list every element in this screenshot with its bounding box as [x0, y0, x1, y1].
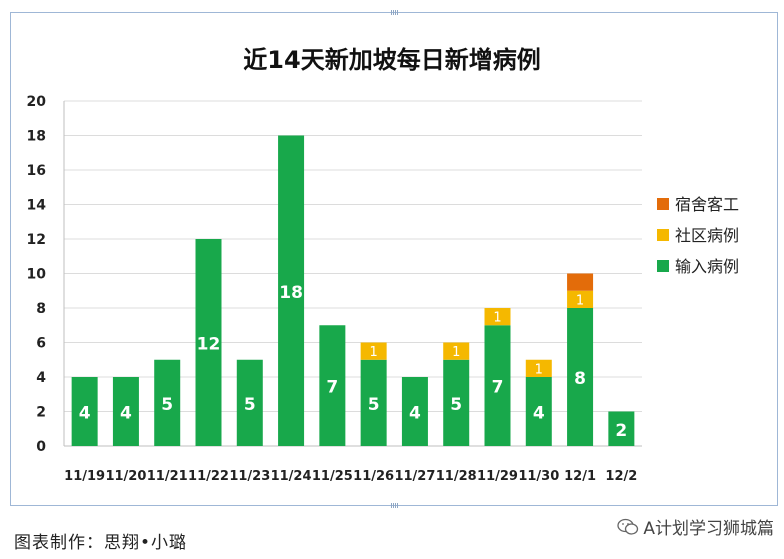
- chart-title: 近14天新加坡每日新增病例: [243, 46, 540, 74]
- x-tick-label: 11/22: [188, 469, 229, 484]
- x-tick-label: 11/24: [271, 469, 312, 484]
- data-label: 5: [368, 395, 380, 415]
- data-label: 2: [615, 421, 627, 441]
- bar-community: [360, 342, 387, 360]
- bar-imported: [236, 359, 263, 446]
- data-label: 8: [574, 369, 586, 389]
- watermark: A计划学习狮城篇: [617, 514, 774, 539]
- wechat-icon: [617, 518, 639, 535]
- bar-imported: [484, 325, 511, 446]
- y-tick-label: 8: [36, 301, 46, 317]
- bar-imported: [112, 377, 139, 446]
- legend-entry: 宿舍客工: [675, 195, 739, 214]
- data-label: 5: [450, 395, 462, 415]
- bar-community: [443, 342, 470, 360]
- resize-handle-top[interactable]: [391, 10, 399, 15]
- bar-imported: [154, 359, 181, 446]
- data-label: 4: [409, 404, 421, 424]
- legend-swatch: [657, 260, 669, 272]
- x-tick-label: 11/30: [518, 469, 559, 484]
- x-tick-label: 11/20: [105, 469, 146, 484]
- data-label: 5: [244, 395, 256, 415]
- y-tick-label: 12: [27, 232, 46, 248]
- bar-imported: [278, 135, 305, 446]
- bar-imported: [360, 359, 387, 446]
- data-label: 12: [197, 335, 221, 355]
- resize-handle-bottom[interactable]: [391, 503, 399, 508]
- chart-credit: 图表制作：思翔•小璐: [14, 533, 188, 553]
- data-label: 1: [535, 362, 543, 377]
- x-tick-label: 11/28: [436, 469, 477, 484]
- y-tick-label: 16: [27, 163, 46, 179]
- bar-imported: [608, 411, 635, 446]
- bar-community: [525, 359, 552, 377]
- y-tick-label: 2: [36, 405, 46, 421]
- x-tick-label: 12/2: [605, 469, 637, 484]
- legend-entry: 输入病例: [675, 257, 739, 276]
- data-label: 7: [326, 378, 338, 398]
- data-label: 7: [492, 378, 504, 398]
- data-label: 5: [161, 395, 173, 415]
- y-tick-label: 4: [36, 370, 46, 386]
- bar-imported: [443, 359, 470, 446]
- x-tick-label: 11/21: [147, 469, 188, 484]
- bar-imported: [319, 325, 346, 446]
- bar-imported: [71, 377, 98, 446]
- x-tick-label: 11/25: [312, 469, 353, 484]
- bar-imported: [401, 377, 428, 446]
- bar-community: [567, 290, 594, 308]
- data-label: 4: [120, 404, 132, 424]
- data-label: 18: [279, 283, 303, 303]
- y-tick-label: 14: [27, 198, 47, 214]
- chart: 近14天新加坡每日新增病例02468101214161820411/19411/…: [27, 46, 740, 484]
- x-tick-label: 11/23: [229, 469, 270, 484]
- data-label: 1: [370, 345, 378, 360]
- x-tick-label: 12/1: [564, 469, 596, 484]
- bar-imported: [567, 308, 594, 446]
- data-label: 1: [493, 311, 501, 326]
- x-tick-label: 11/27: [394, 469, 435, 484]
- y-tick-label: 18: [27, 129, 46, 145]
- bar-imported: [195, 239, 222, 446]
- x-tick-label: 11/19: [64, 469, 105, 484]
- y-tick-label: 0: [36, 439, 46, 455]
- x-tick-label: 11/26: [353, 469, 394, 484]
- data-label: 1: [576, 293, 584, 308]
- y-tick-label: 20: [27, 94, 47, 110]
- x-tick-label: 11/29: [477, 469, 518, 484]
- legend-swatch: [657, 198, 669, 210]
- y-tick-label: 6: [36, 336, 46, 352]
- y-tick-label: 10: [27, 267, 47, 283]
- bar-imported: [525, 377, 552, 446]
- data-label: 4: [533, 404, 545, 424]
- data-label: 4: [79, 404, 91, 424]
- legend-swatch: [657, 229, 669, 241]
- data-label: 1: [452, 345, 460, 360]
- watermark-text: A计划学习狮城篇: [643, 519, 774, 539]
- bar-community: [484, 308, 511, 326]
- legend-entry: 社区病例: [675, 226, 739, 245]
- bar-dormitory: [567, 273, 594, 291]
- data-label: 1: [576, 276, 584, 291]
